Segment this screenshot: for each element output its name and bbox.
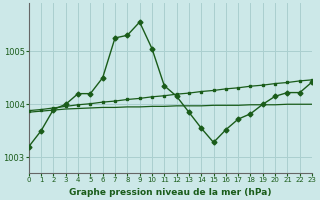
X-axis label: Graphe pression niveau de la mer (hPa): Graphe pression niveau de la mer (hPa) xyxy=(69,188,272,197)
